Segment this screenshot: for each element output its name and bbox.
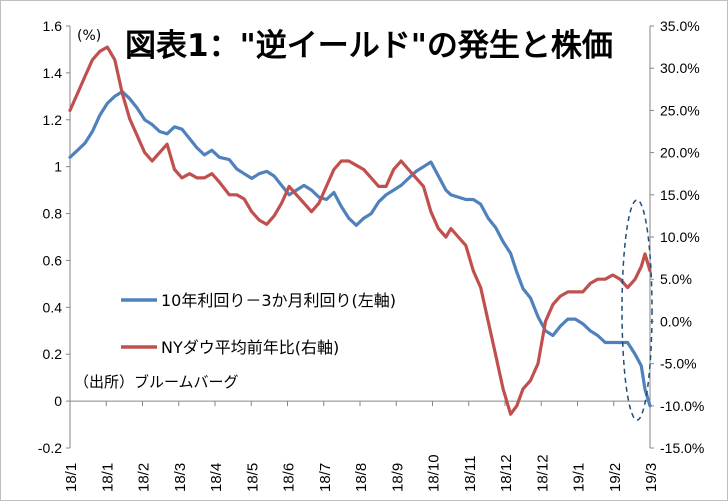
left-tick-label: 1.2 xyxy=(43,112,63,128)
x-tick-label: 18/6 xyxy=(281,463,298,492)
x-tick-label: 18/7 xyxy=(317,463,334,492)
x-tick-label: 18/12 xyxy=(534,454,551,492)
right-tick-label: -15.0% xyxy=(660,440,704,456)
right-tick-label: 20.0% xyxy=(660,145,700,161)
left-tick-label: 1 xyxy=(54,159,62,175)
x-tick-label: 18/1 xyxy=(99,463,116,492)
chart-title: 図表1："逆イールド"の発生と株価 xyxy=(125,28,613,64)
left-axis-unit: (%) xyxy=(77,28,101,44)
left-tick-label: 0 xyxy=(54,393,62,409)
right-tick-label: 15.0% xyxy=(660,187,700,203)
x-tick-label: 18/8 xyxy=(353,463,370,492)
left-tick-label: 0.6 xyxy=(43,252,63,268)
x-tick-label: 18/1 xyxy=(63,463,80,492)
x-tick-label: 19/2 xyxy=(607,463,624,492)
x-tick-label: 19/1 xyxy=(571,463,588,492)
right-tick-label: -5.0% xyxy=(660,356,697,372)
right-tick-label: 35.0% xyxy=(660,18,700,34)
x-tick-label: 18/3 xyxy=(172,463,189,492)
right-tick-label: -10.0% xyxy=(660,398,704,414)
x-tick-label: 18/11 xyxy=(462,456,479,492)
left-tick-label: 0.8 xyxy=(43,206,63,222)
x-tick-label: 19/3 xyxy=(643,463,660,492)
right-tick-label: 0.0% xyxy=(660,313,692,329)
source-note: （出所）ブルームバーグ xyxy=(74,373,239,391)
x-tick-label: 18/12 xyxy=(498,454,515,492)
legend-label: 10年利回り－3か月利回り(左軸) xyxy=(161,291,396,310)
legend-label: NYダウ平均前年比(右軸) xyxy=(161,338,339,357)
left-tick-label: 1.6 xyxy=(43,18,63,34)
right-tick-label: 10.0% xyxy=(660,229,700,245)
series-line-yield-spread xyxy=(68,89,652,408)
left-tick-label: 1.4 xyxy=(43,65,63,81)
right-tick-label: 30.0% xyxy=(660,60,700,76)
right-tick-label: 5.0% xyxy=(660,271,692,287)
series-line-dow xyxy=(68,45,652,416)
highlight-ellipse xyxy=(621,199,653,421)
x-tick-label: 18/5 xyxy=(244,463,261,492)
x-tick-label: 18/9 xyxy=(389,463,406,492)
x-tick-label: 18/4 xyxy=(208,463,225,492)
left-tick-label: 0.2 xyxy=(43,346,63,362)
right-tick-label: 25.0% xyxy=(660,102,700,118)
x-tick-label: 18/2 xyxy=(136,463,153,492)
left-tick-label: -0.2 xyxy=(38,440,62,456)
x-tick-label: 18/10 xyxy=(426,454,443,492)
left-tick-label: 0.4 xyxy=(43,299,63,315)
